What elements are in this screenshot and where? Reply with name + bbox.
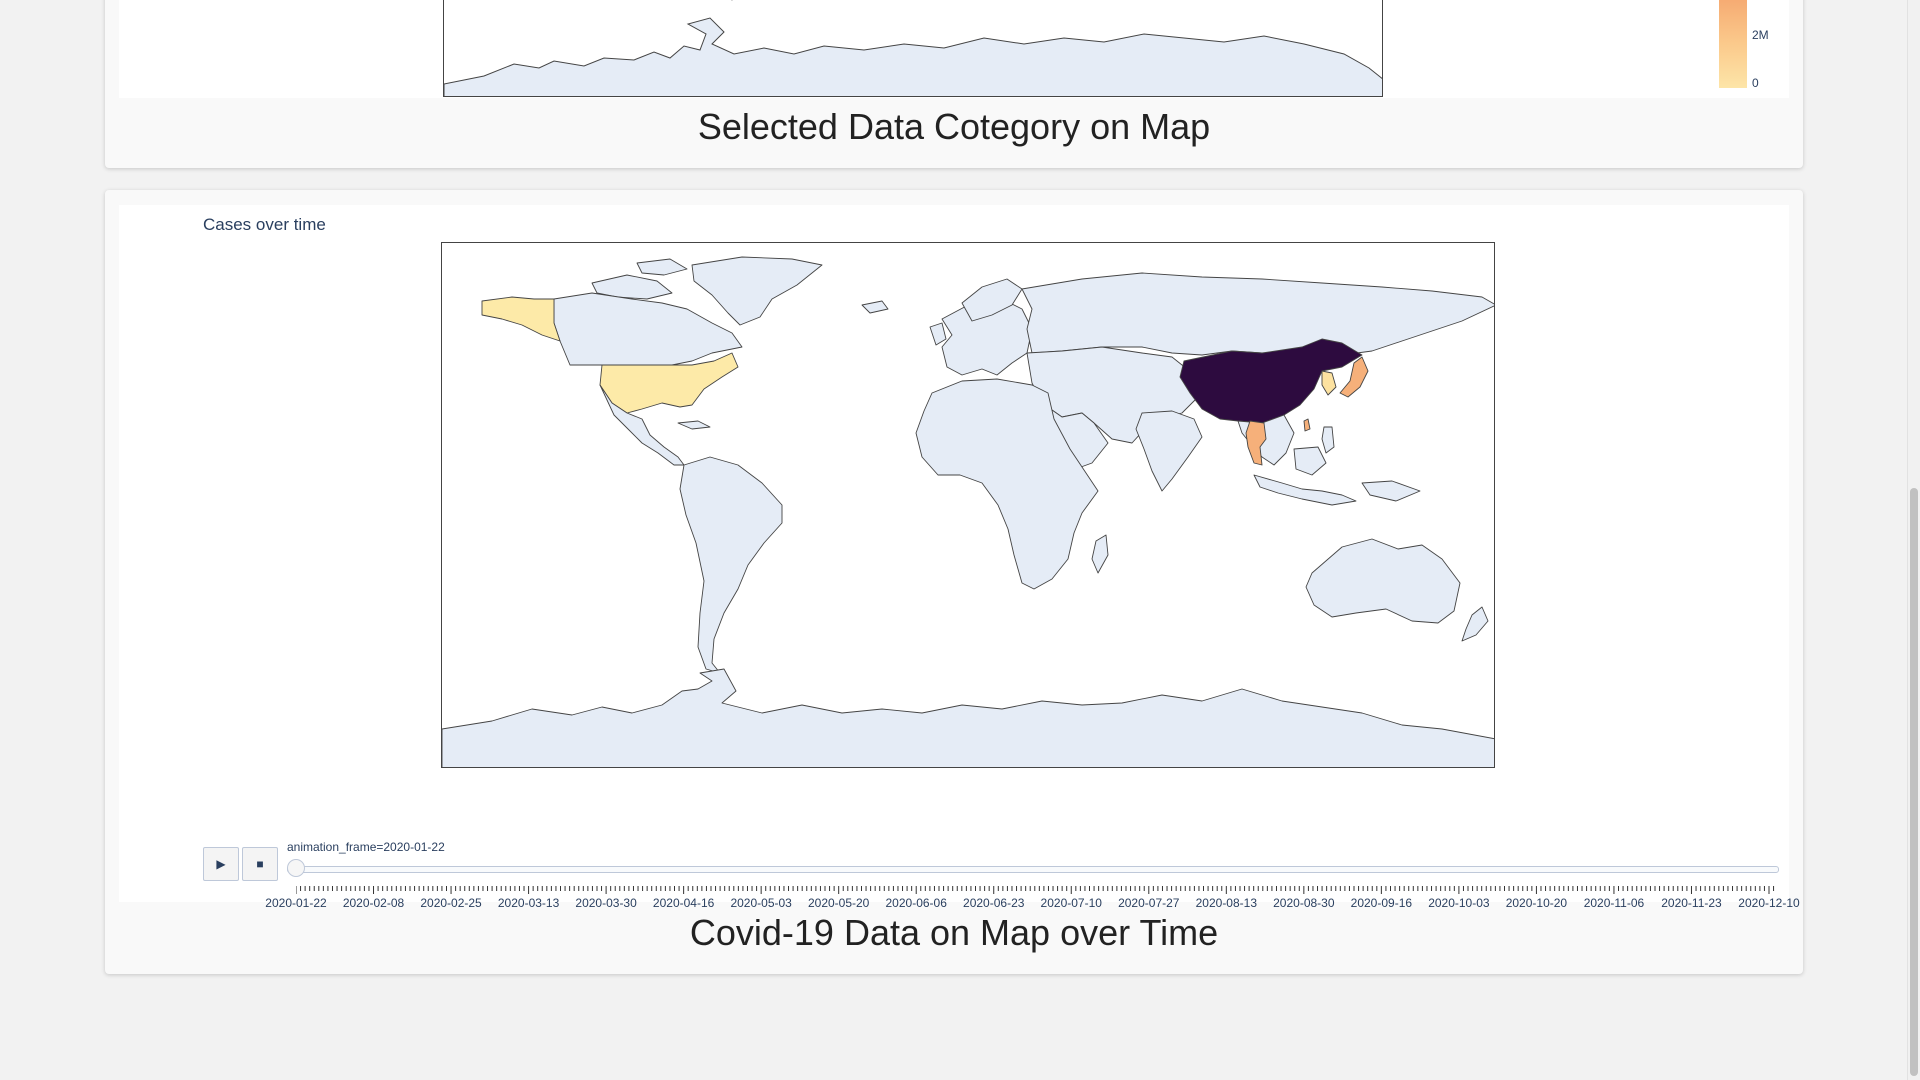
selected-data-map[interactable] <box>443 0 1383 97</box>
africa-shape <box>915 378 1099 590</box>
slider-tick-label: 2020-11-06 <box>1583 896 1645 910</box>
greenland-shape <box>691 256 823 326</box>
slider-tick-label: 2020-09-16 <box>1350 896 1413 910</box>
time-map-card: Cases over time <box>105 190 1803 974</box>
slider-tick-label: 2020-11-23 <box>1661 896 1722 910</box>
animation-slider-ticks <box>296 886 1775 894</box>
chart-title: Cases over time <box>203 215 326 234</box>
animation-frame-label: animation_frame=2020-01-22 <box>287 840 445 854</box>
canada-shape <box>553 292 743 366</box>
australia-shape <box>1305 538 1461 624</box>
time-map-plot: Cases over time <box>119 205 1800 910</box>
antarctica-shape <box>444 17 1382 96</box>
antarctica-shape <box>442 668 1494 767</box>
slider-tick-label: 2020-03-30 <box>575 896 637 910</box>
arctic-islands-2-shape <box>636 258 688 276</box>
philippines-shape <box>1321 426 1335 454</box>
time-map-caption: Covid-19 Data on Map over Time <box>689 912 1219 953</box>
slider-tick-label: 2020-06-23 <box>963 896 1025 910</box>
slider-tick-label: 2020-02-25 <box>420 896 482 910</box>
southeast-asia-shape <box>1237 414 1295 466</box>
slider-tick-label: 2020-05-20 <box>807 896 870 910</box>
animation-tick-labels: 2020-01-22 2020-02-08 2020-02-25 2020-03-13… <box>119 896 1799 912</box>
china-shape <box>1179 338 1363 424</box>
stop-button[interactable]: ■ <box>242 847 278 881</box>
scandinavia-shape <box>961 278 1023 322</box>
mexico-shape <box>599 384 685 466</box>
selected-data-map-svg <box>444 0 1382 96</box>
slider-tick-label: 2020-08-30 <box>1273 896 1335 910</box>
korea-shape <box>1321 370 1337 396</box>
slider-tick-label: 2020-10-20 <box>1505 896 1568 910</box>
arctic-islands-shape <box>591 274 673 300</box>
indonesia-shape <box>1253 474 1357 506</box>
slider-tick-label: 2020-01-22 <box>265 896 327 910</box>
iceland-shape <box>861 300 889 314</box>
slider-tick-label: 2020-05-03 <box>730 896 792 910</box>
slider-tick-label: 2020-08-13 <box>1195 896 1258 910</box>
animation-slider-rail[interactable] <box>287 866 1779 873</box>
alaska-shape <box>481 296 561 342</box>
india-shape <box>1135 410 1203 492</box>
cuba-shape <box>677 420 711 430</box>
slider-tick-label: 2020-07-27 <box>1118 896 1180 910</box>
slider-tick-label: 2020-10-03 <box>1428 896 1490 910</box>
world-map-svg <box>442 256 1494 767</box>
world-choropleth-map[interactable] <box>441 242 1495 768</box>
thailand-shape <box>1245 420 1267 466</box>
new-guinea-shape <box>1361 480 1421 502</box>
selected-data-card: 2M 0 Selected Data Cotegory on Map <box>105 0 1803 168</box>
colorbar-tick-2m: 2M <box>1752 28 1769 42</box>
slider-tick-label: 2020-04-16 <box>652 896 715 910</box>
slider-tick-label: 2020-07-10 <box>1040 896 1102 910</box>
scrollbar-thumb[interactable] <box>1910 488 1918 1076</box>
slider-tick-label: 2020-12-10 <box>1738 896 1800 910</box>
slider-tick-label: 2020-06-06 <box>885 896 947 910</box>
selected-data-plot: 2M 0 <box>119 0 1789 98</box>
vertical-scrollbar[interactable] <box>1907 0 1920 1080</box>
colorbar <box>1719 0 1747 88</box>
japan-shape <box>1339 356 1369 398</box>
new-zealand-shape <box>1461 606 1489 642</box>
slider-tick-label: 2020-02-08 <box>342 896 405 910</box>
play-button[interactable]: ▶ <box>203 847 239 881</box>
colorbar-tick-0: 0 <box>1752 76 1759 90</box>
animation-slider-handle[interactable] <box>287 859 305 877</box>
slider-tick-label: 2020-03-13 <box>497 896 560 910</box>
borneo-shape <box>1293 446 1327 476</box>
taiwan-shape <box>1303 418 1311 432</box>
madagascar-shape <box>1091 534 1109 574</box>
south-america-shape <box>679 456 783 674</box>
uk-shape <box>929 322 947 346</box>
selected-data-caption: Selected Data Cotegory on Map <box>697 106 1211 147</box>
